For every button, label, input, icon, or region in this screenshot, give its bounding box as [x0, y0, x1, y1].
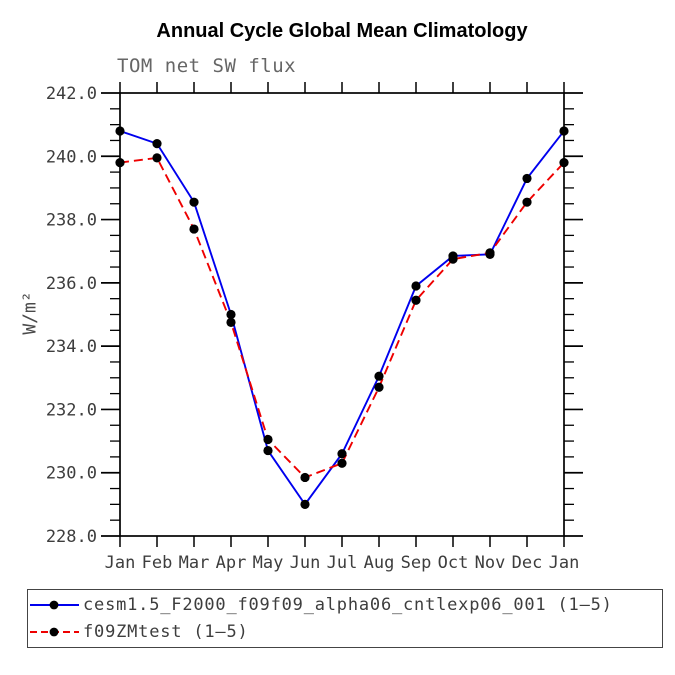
- series-0-marker: [559, 126, 569, 136]
- series-0-marker: [411, 281, 421, 291]
- y-tick-label: 236.0: [46, 274, 97, 294]
- legend-item-f09zmtest: f09ZMtest (1–5): [29, 619, 662, 646]
- legend-swatch-dashed-line-icon: [30, 627, 79, 637]
- x-tick-label: Jun: [290, 553, 321, 573]
- legend-box: cesm1.5_F2000_f09f09_alpha06_cntlexp06_0…: [27, 589, 663, 648]
- y-tick-label: 238.0: [46, 211, 97, 231]
- series-1-marker: [300, 472, 310, 483]
- y-tick-label: 232.0: [46, 400, 97, 420]
- series-1-marker: [485, 248, 495, 258]
- series-1-marker: [226, 317, 236, 328]
- series-0-marker: [115, 126, 125, 136]
- series-1-marker: [263, 434, 273, 445]
- series-0-marker: [522, 173, 532, 184]
- series-0-marker: [263, 445, 273, 456]
- y-tick-label: 228.0: [46, 527, 97, 547]
- x-tick-label: Oct: [438, 553, 469, 573]
- series-line-0: [119, 130, 565, 506]
- legend-swatch-solid-line-icon: [30, 600, 79, 610]
- y-tick-label: 240.0: [46, 147, 97, 167]
- x-tick-label: May: [253, 553, 284, 573]
- x-tick-label: Aug: [364, 553, 395, 573]
- y-tick-label: 230.0: [46, 464, 97, 484]
- series-1-marker: [411, 295, 421, 305]
- chart-title: Annual Cycle Global Mean Climatology: [156, 20, 528, 42]
- series-0-marker: [300, 499, 310, 509]
- legend-item-cesm: cesm1.5_F2000_f09f09_alpha06_cntlexp06_0…: [29, 591, 662, 618]
- series-0-marker: [337, 449, 347, 459]
- x-tick-label: Dec: [512, 553, 543, 573]
- series-1-marker: [374, 382, 384, 392]
- y-tick-label: 234.0: [46, 337, 97, 357]
- legend-label-f09zmtest: f09ZMtest (1–5): [83, 622, 249, 643]
- x-tick-label: Jan: [549, 553, 580, 573]
- legend-label-cesm: cesm1.5_F2000_f09f09_alpha06_cntlexp06_0…: [83, 594, 613, 615]
- series-1-marker: [189, 224, 199, 234]
- series-0-marker: [374, 371, 384, 381]
- series-1-marker: [115, 158, 125, 168]
- x-tick-label: Mar: [179, 553, 210, 573]
- series-1-marker: [559, 158, 569, 168]
- plot-frame: [119, 92, 565, 537]
- series-0-marker: [189, 197, 199, 207]
- x-tick-label: Feb: [142, 553, 173, 573]
- x-tick-label: Apr: [216, 553, 247, 573]
- y-tick-label: 242.0: [46, 84, 97, 104]
- series-1-marker: [522, 197, 532, 207]
- chart-subtitle: TOM net SW flux: [117, 55, 297, 77]
- series-1-marker: [337, 458, 347, 468]
- series-1-marker: [448, 254, 458, 264]
- series-1-marker: [152, 153, 162, 163]
- x-tick-label: Jan: [105, 553, 136, 573]
- x-tick-label: Nov: [475, 553, 506, 573]
- series-line-1: [119, 156, 565, 479]
- x-tick-label: Sep: [401, 553, 432, 573]
- series-0-marker: [152, 139, 162, 149]
- x-tick-label: Jul: [327, 553, 358, 573]
- series-0-marker: [226, 309, 236, 320]
